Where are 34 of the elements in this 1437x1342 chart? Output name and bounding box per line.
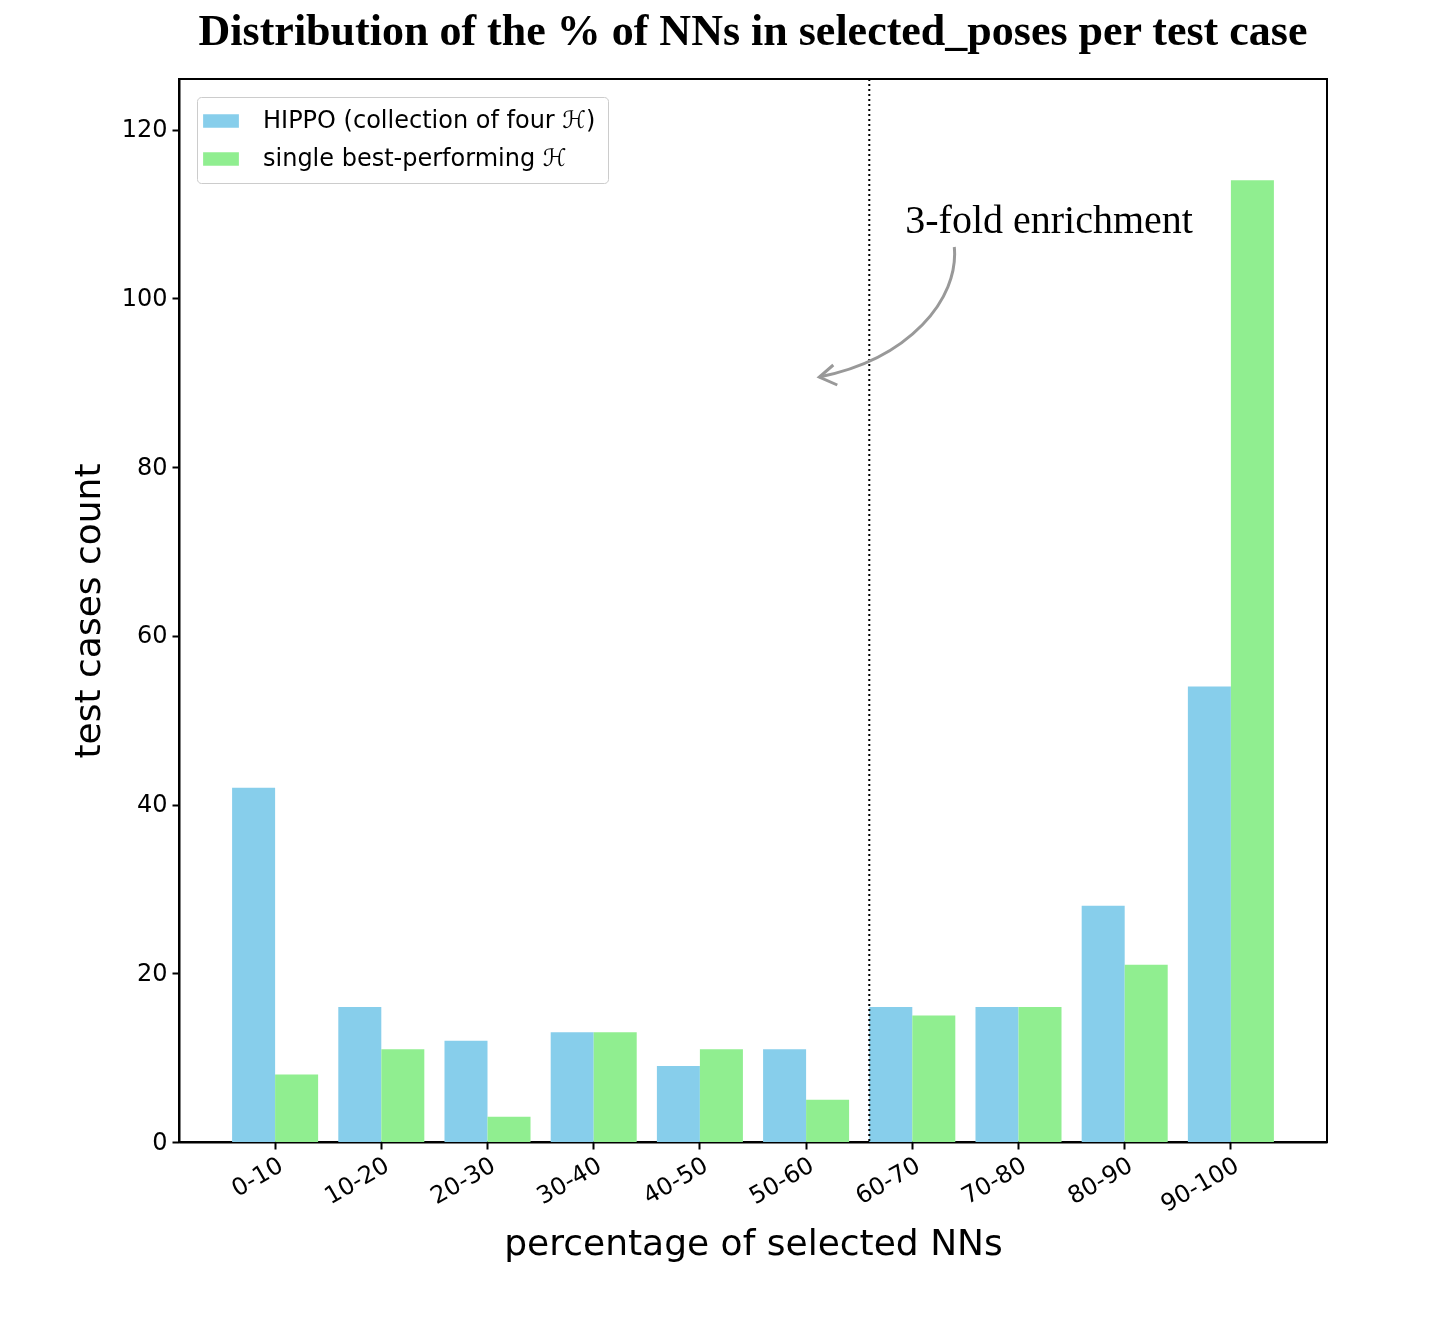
y-tick-label: 60 xyxy=(136,621,168,650)
y-tick-label: 40 xyxy=(136,790,168,819)
chart-title: Distribution of the % of NNs in selected_poses per test case xyxy=(198,6,1308,55)
y-tick-label: 120 xyxy=(121,115,168,144)
y-tick-label: 20 xyxy=(136,958,168,987)
bar xyxy=(381,1049,425,1142)
x-tick-label: 0-10 xyxy=(226,1150,288,1203)
bar xyxy=(444,1040,488,1142)
bar xyxy=(656,1066,700,1142)
bar xyxy=(275,1074,319,1142)
bar xyxy=(1018,1007,1062,1142)
legend-label: HIPPO (collection of four ℋ) xyxy=(263,106,596,134)
bar xyxy=(806,1099,850,1142)
bar xyxy=(699,1049,743,1142)
y-axis-title: test cases count xyxy=(66,463,108,759)
bar xyxy=(975,1007,1019,1142)
bar xyxy=(550,1032,594,1142)
bar xyxy=(763,1049,807,1142)
bar xyxy=(338,1007,382,1142)
x-axis-title: percentage of selected NNs xyxy=(504,1221,1003,1263)
y-tick-label: 80 xyxy=(136,452,168,481)
bar xyxy=(487,1116,531,1142)
bar xyxy=(1187,686,1231,1142)
bar xyxy=(869,1007,913,1142)
y-tick-label: 100 xyxy=(121,283,168,312)
ref-line-label: 3-fold enrichment xyxy=(905,197,1193,242)
bar xyxy=(1081,905,1125,1142)
legend-label: single best-performing ℋ xyxy=(263,144,567,172)
bar xyxy=(1230,180,1274,1142)
y-tick-label: 0 xyxy=(152,1127,168,1156)
bar xyxy=(593,1032,637,1142)
bar xyxy=(1124,964,1168,1142)
bar xyxy=(232,787,276,1142)
bar xyxy=(912,1015,956,1142)
